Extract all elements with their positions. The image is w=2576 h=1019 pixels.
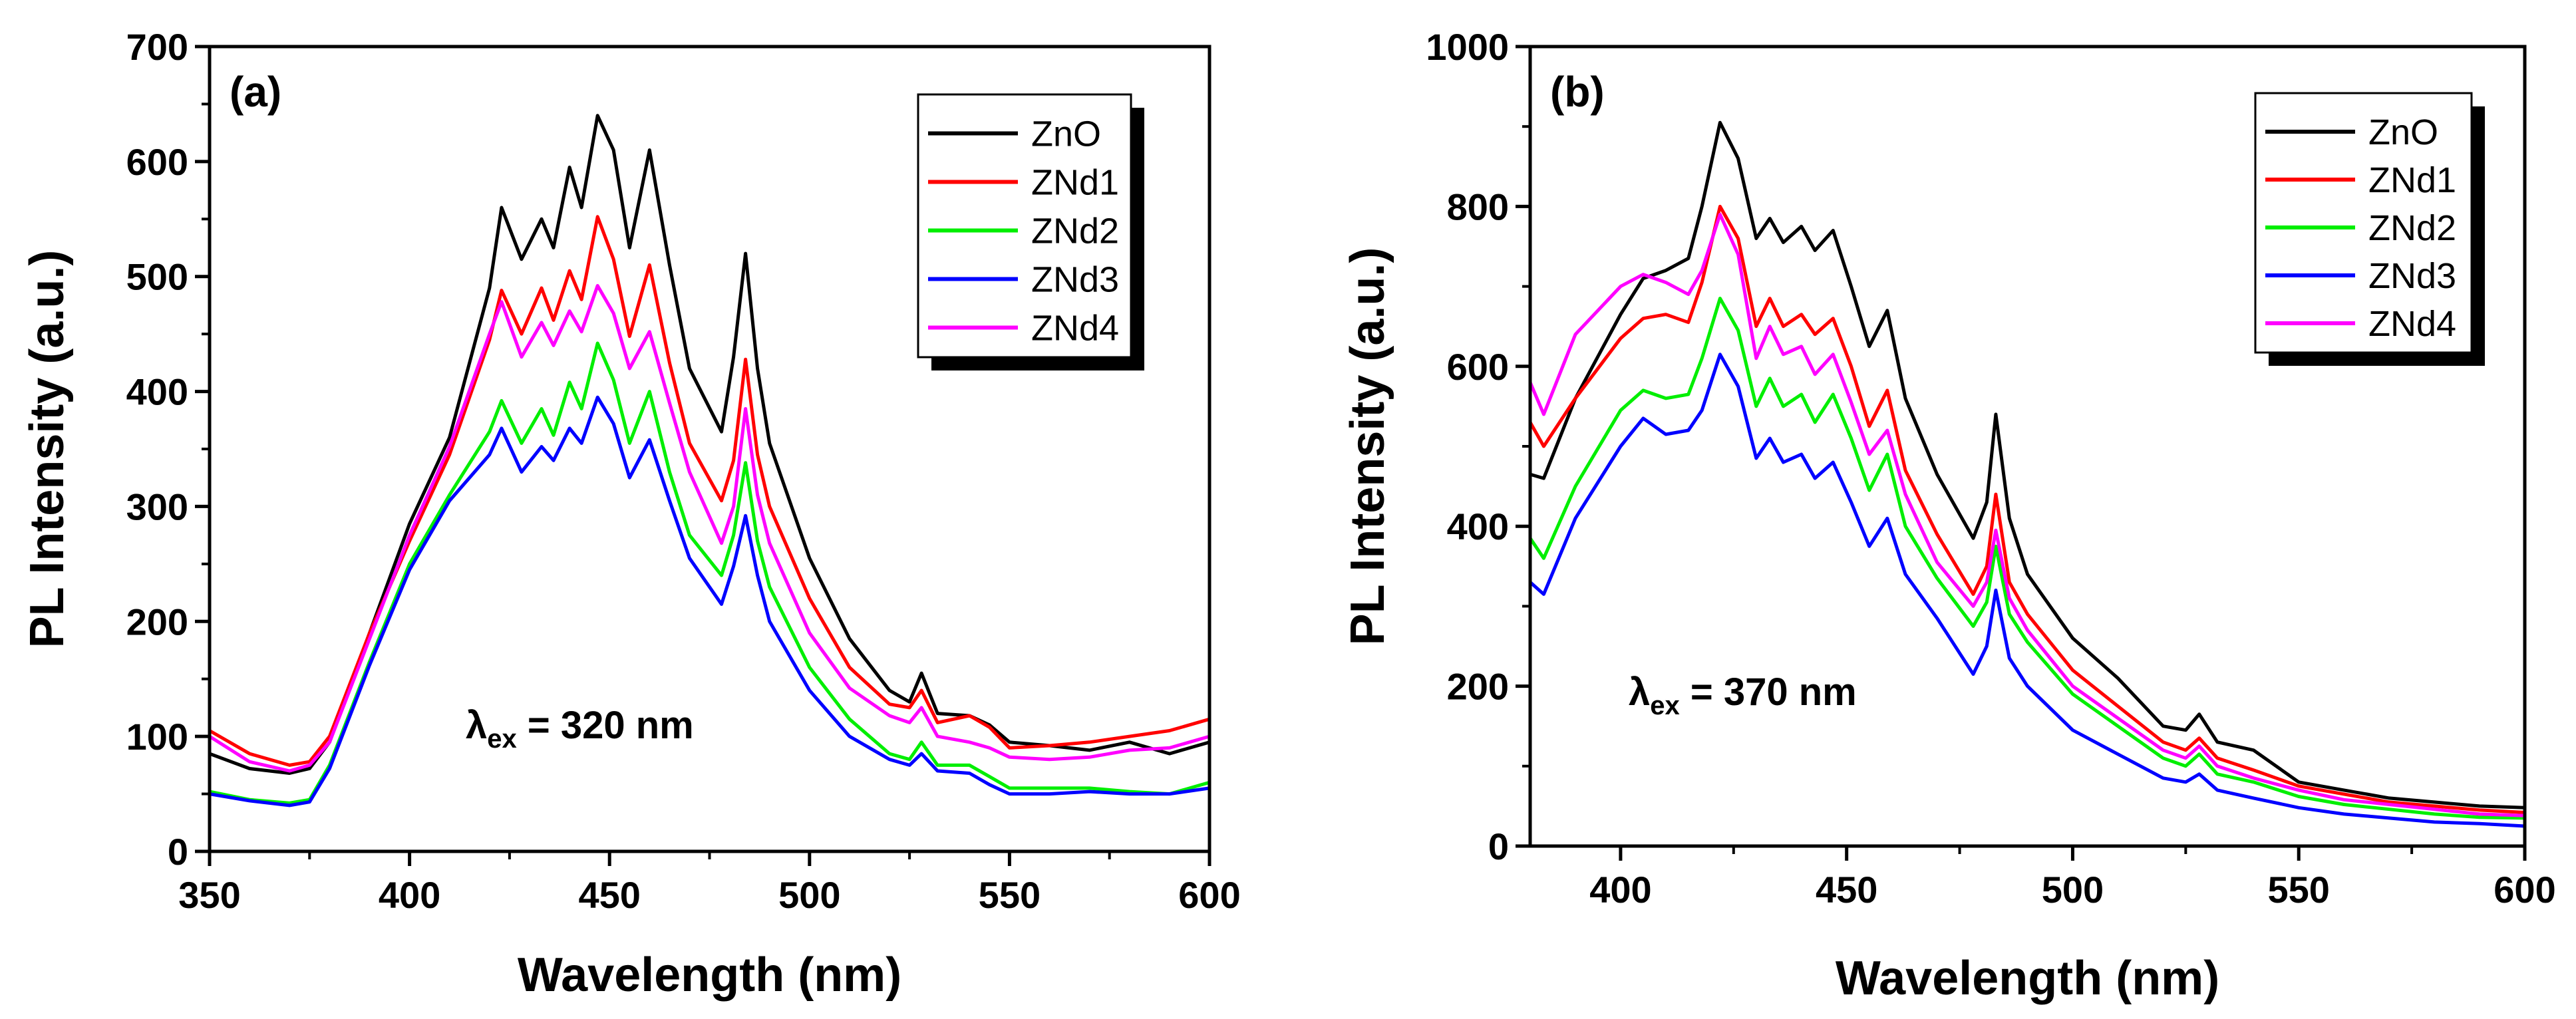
series-line-znd2 <box>209 341 1210 805</box>
y-axis: 0 100 200 300 400 500 600 700 <box>126 26 210 873</box>
series-group <box>1528 120 2525 828</box>
legend-box <box>2254 92 2473 354</box>
y-axis-label: PL Intensity (a.u.) <box>21 250 74 649</box>
legend-label-znd3: ZNd3 <box>1031 260 1119 300</box>
series-line-znd3 <box>1529 353 2525 828</box>
series-line-znd1 <box>208 215 1210 767</box>
y-tick-label: 1000 <box>1426 26 1509 68</box>
panel-label: (b) <box>1550 68 1605 116</box>
chart-panel-b: 400 450 500 550 600 0 200 400 600 800 1000 Waveleng… <box>1341 26 2556 1005</box>
excitation-annotation: λex = 320 nm <box>466 704 694 754</box>
y-tick-label: 800 <box>1447 186 1509 227</box>
x-tick-label: 450 <box>578 874 640 916</box>
y-tick-label: 200 <box>126 601 188 643</box>
y-tick-label: 400 <box>1447 506 1509 547</box>
x-tick-label: 500 <box>2042 869 2104 911</box>
legend: ZnO ZNd1 ZNd2 ZNd3 ZNd4 <box>2254 92 2485 366</box>
series-group <box>208 114 1210 807</box>
legend: ZnO ZNd1 ZNd2 ZNd3 ZNd4 <box>917 93 1144 370</box>
series-line-znd2 <box>1528 297 2525 820</box>
y-tick-label: 600 <box>126 141 188 183</box>
x-tick-label: 550 <box>979 874 1041 916</box>
panel-label: (a) <box>230 68 281 116</box>
legend-label-znd2: ZNd2 <box>1031 212 1119 251</box>
y-axis: 0 200 400 600 800 1000 <box>1426 26 1530 867</box>
legend-box <box>917 93 1132 359</box>
legend-label-znd1: ZNd1 <box>1031 163 1119 203</box>
series-line-zno <box>1530 120 2525 809</box>
x-tick-label: 550 <box>2268 869 2330 911</box>
annotation-value: = 370 nm <box>1680 670 1857 714</box>
x-tick-label: 400 <box>379 874 440 916</box>
y-tick-label: 200 <box>1447 666 1509 708</box>
annotation-value: = 320 nm <box>517 704 694 747</box>
annotation-lambda: λ <box>1629 670 1650 714</box>
legend-label-znd2: ZNd2 <box>2368 208 2456 248</box>
y-tick-label: 600 <box>1447 346 1509 388</box>
legend-label-znd1: ZNd1 <box>2368 160 2456 200</box>
annotation-subscript: ex <box>1650 691 1680 720</box>
annotation-subscript: ex <box>487 724 517 754</box>
x-tick-label: 500 <box>778 874 840 916</box>
excitation-annotation: λex = 370 nm <box>1629 670 1857 720</box>
series-line-znd3 <box>209 395 1210 807</box>
x-tick-label: 600 <box>2494 869 2555 911</box>
annotation-lambda: λ <box>466 704 487 747</box>
x-axis: 350 400 450 500 550 600 <box>178 851 1241 916</box>
x-tick-label: 600 <box>1178 874 1240 916</box>
series-line-znd1 <box>1528 204 2525 814</box>
x-axis-label: Wavelength (nm) <box>518 948 901 1002</box>
x-tick-label: 450 <box>1816 869 1877 911</box>
x-tick-label: 350 <box>178 874 240 916</box>
series-line-znd4 <box>1528 212 2525 817</box>
legend-label-zno: ZnO <box>1031 114 1101 154</box>
legend-label-znd3: ZNd3 <box>2368 256 2456 296</box>
legend-label-znd4: ZNd4 <box>2368 304 2456 344</box>
y-tick-label: 400 <box>126 371 188 413</box>
x-axis-label: Wavelength (nm) <box>1836 952 2219 1005</box>
chart-panel-a: 350 400 450 500 550 600 0 100 200 300 400 500 600 700… <box>21 26 1241 1002</box>
y-tick-label: 100 <box>126 716 188 758</box>
y-tick-label: 0 <box>1488 825 1509 867</box>
legend-label-zno: ZnO <box>2368 112 2438 152</box>
y-tick-label: 300 <box>126 486 188 527</box>
y-tick-label: 0 <box>168 831 188 873</box>
y-tick-label: 700 <box>126 26 188 68</box>
legend-label-znd4: ZNd4 <box>1031 309 1119 349</box>
x-tick-label: 400 <box>1589 869 1651 911</box>
x-axis: 400 450 500 550 600 <box>1589 846 2556 911</box>
y-axis-label: PL Intensity (a.u.) <box>1341 247 1394 646</box>
series-line-znd4 <box>208 284 1210 773</box>
y-tick-label: 500 <box>126 256 188 298</box>
